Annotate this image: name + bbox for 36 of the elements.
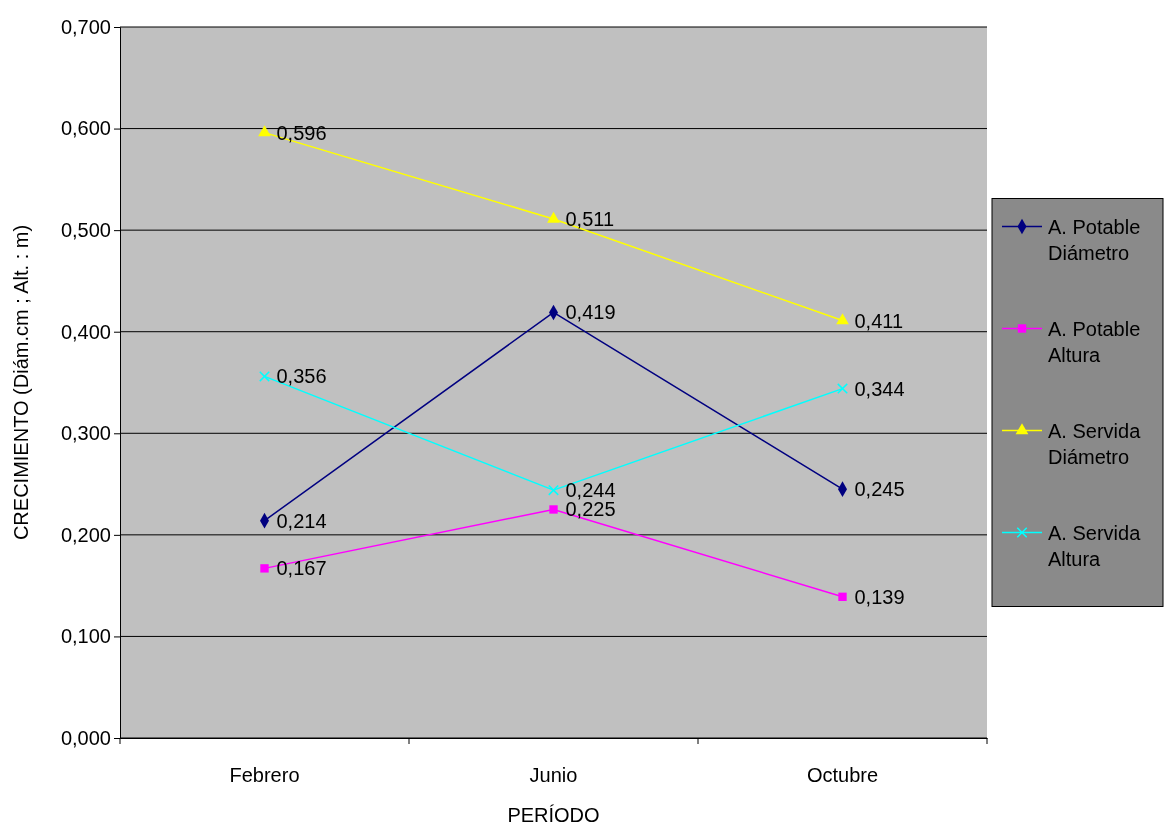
point: [547, 211, 560, 223]
point: [837, 383, 848, 395]
data-label: 0,167: [276, 557, 327, 580]
data-label: 0,245: [854, 478, 905, 501]
data-label: 0,214: [276, 509, 327, 532]
y-tick-label: 0,600: [60, 117, 111, 140]
y-axis-title: CRECIMIENTO (Diám.cm ; Alt. : m): [10, 224, 32, 541]
x-tick-label: Junio: [529, 764, 578, 787]
x-axis-title: PERÍODO: [507, 804, 600, 824]
legend-label: A. Potable Diámetro: [1048, 215, 1141, 264]
data-label: 0,511: [565, 207, 615, 230]
point: [836, 313, 849, 325]
legend-label: A. Servida Diámetro: [1048, 419, 1142, 468]
point: [548, 484, 559, 496]
y-tick-label: 0,100: [60, 625, 111, 648]
legend-label: A. Potable Altura: [1048, 317, 1141, 366]
point: [838, 592, 847, 601]
y-tick-label: 0,500: [60, 219, 111, 242]
data-label: 0,344: [854, 377, 905, 400]
y-tick-label: 0,000: [60, 726, 111, 749]
point: [258, 125, 271, 137]
y-tick-label: 0,400: [60, 320, 111, 343]
point: [260, 564, 269, 573]
point: [259, 370, 270, 382]
data-label: 0,356: [276, 365, 327, 388]
data-label: 0,139: [854, 585, 905, 608]
data-label: 0,419: [565, 301, 616, 324]
point: [549, 505, 558, 514]
y-tick-label: 0,200: [60, 523, 111, 546]
y-tick-label: 0,300: [60, 422, 111, 445]
data-label: 0,411: [854, 309, 904, 332]
x-tick-label: Febrero: [229, 764, 300, 787]
y-tick-label: 0,700: [60, 15, 111, 38]
x-tick-label: Octubre: [806, 764, 879, 787]
data-label: 0,244: [565, 479, 616, 502]
legend-label: A. Servida Altura: [1048, 521, 1142, 570]
